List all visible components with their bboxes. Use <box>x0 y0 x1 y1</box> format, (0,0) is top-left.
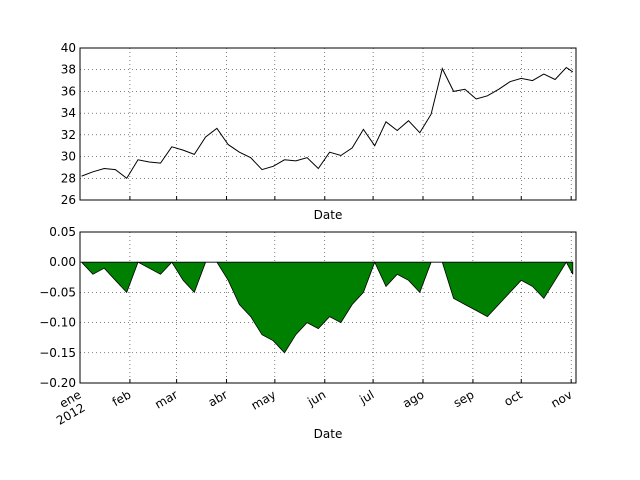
price-chart-x-ticks <box>79 196 572 200</box>
y-tick-label: 28 <box>61 171 76 185</box>
x-tick-label: jul <box>356 387 376 407</box>
price-chart-panel: 26 28 30 32 34 36 38 40 Date <box>61 41 577 222</box>
drawdown-chart-xlabel: Date <box>314 427 343 441</box>
y-tick-label: 0.00 <box>49 255 76 269</box>
y-tick-label: −0.20 <box>39 376 76 390</box>
y-tick-label: 38 <box>61 63 76 77</box>
price-chart-frame <box>79 47 577 201</box>
price-chart-y-ticks: 26 28 30 32 34 36 38 40 <box>61 41 76 207</box>
drawdown-chart-frame <box>79 231 577 384</box>
y-tick-label: 40 <box>61 41 76 55</box>
drawdown-chart-y-ticks: 0.05 0.00 −0.05 −0.10 −0.15 −0.20 <box>39 225 76 390</box>
x-tick-label: jun <box>304 387 328 409</box>
price-chart-xlabel: Date <box>314 208 343 222</box>
price-chart-grid <box>79 47 576 201</box>
x-tick-label: ago <box>400 387 426 410</box>
x-tick-label: may <box>249 387 279 412</box>
x-tick-label: oct <box>502 387 525 409</box>
drawdown-area <box>80 261 574 354</box>
x-tick-label: sep <box>451 387 476 410</box>
y-tick-label: 34 <box>61 106 76 120</box>
x-tick-label: abr <box>206 387 230 409</box>
y-tick-label: 32 <box>61 128 76 142</box>
y-tick-label: −0.05 <box>39 285 76 299</box>
price-series-line <box>81 66 574 180</box>
x-tick-label: nov <box>549 387 575 410</box>
y-tick-label: −0.15 <box>39 346 76 360</box>
y-tick-label: 30 <box>61 150 76 164</box>
y-tick-label: 0.05 <box>49 225 76 239</box>
y-tick-label: −0.10 <box>39 316 76 330</box>
x-tick-label: feb <box>110 387 134 409</box>
y-tick-label: 36 <box>61 84 76 98</box>
x-tick-label: mar <box>152 387 180 411</box>
y-tick-label: 26 <box>61 193 76 207</box>
